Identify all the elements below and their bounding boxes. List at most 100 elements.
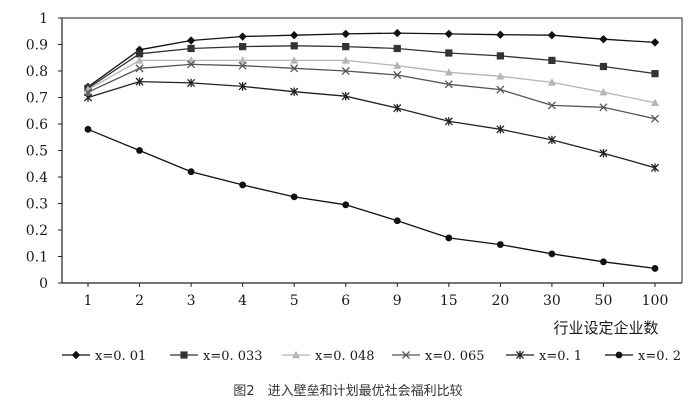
axes bbox=[58, 17, 683, 287]
data-point bbox=[135, 50, 144, 58]
x-tick-label: 50 bbox=[595, 293, 613, 309]
series-square bbox=[84, 42, 659, 92]
legend-swatch-marker bbox=[515, 350, 525, 360]
data-point bbox=[547, 135, 556, 145]
legend-label: x=0. 065 bbox=[425, 349, 485, 364]
y-tick-label: 0.4 bbox=[26, 170, 48, 186]
data-point bbox=[341, 91, 350, 101]
data-point bbox=[83, 93, 93, 102]
data-point bbox=[239, 181, 247, 189]
data-point bbox=[341, 56, 350, 64]
data-point bbox=[135, 77, 144, 86]
data-point bbox=[445, 49, 453, 57]
x-tick-label: 4 bbox=[238, 293, 247, 309]
data-point bbox=[650, 114, 660, 123]
y-tick-label: 0.2 bbox=[26, 223, 48, 239]
y-tick-label: 0.5 bbox=[26, 144, 48, 160]
data-point bbox=[599, 148, 608, 158]
data-point bbox=[599, 88, 608, 96]
legend-item: x=0. 2 bbox=[605, 349, 681, 364]
x-tick-label: 3 bbox=[187, 293, 196, 309]
data-point bbox=[599, 103, 608, 112]
data-point bbox=[186, 36, 196, 45]
x-tick-label: 30 bbox=[543, 293, 561, 309]
x-tick-label: 5 bbox=[290, 293, 299, 309]
data-point bbox=[393, 103, 402, 113]
data-point bbox=[393, 217, 401, 225]
data-point bbox=[290, 42, 298, 50]
x-tick-label: 9 bbox=[393, 293, 402, 309]
data-point bbox=[651, 98, 659, 106]
x-tick-label: 6 bbox=[341, 293, 350, 309]
data-point bbox=[187, 78, 196, 88]
legend-label: x=0. 01 bbox=[95, 349, 146, 364]
series-line bbox=[87, 59, 656, 104]
data-point bbox=[239, 43, 247, 51]
data-point bbox=[547, 31, 557, 40]
data-point bbox=[496, 72, 505, 80]
data-point bbox=[651, 70, 659, 78]
series-line bbox=[87, 80, 656, 169]
plot-area-series bbox=[83, 28, 660, 272]
x-tick-label: 1 bbox=[84, 293, 93, 309]
data-point bbox=[651, 265, 659, 272]
data-point bbox=[136, 147, 143, 154]
legend-swatch-marker bbox=[292, 350, 300, 359]
data-point bbox=[599, 62, 608, 71]
legend-label: x=0. 2 bbox=[638, 349, 681, 364]
legend-label: x=0. 1 bbox=[539, 349, 582, 364]
legend-swatch-marker bbox=[71, 350, 81, 360]
legend-label: x=0. 048 bbox=[315, 349, 375, 364]
y-tick-label: 0.9 bbox=[26, 38, 48, 54]
data-point bbox=[238, 82, 247, 91]
data-point bbox=[548, 250, 556, 258]
y-tick-label: 1 bbox=[39, 11, 48, 27]
data-point bbox=[496, 125, 505, 134]
y-tick-label: 0 bbox=[39, 276, 48, 292]
data-point bbox=[393, 61, 402, 69]
data-point bbox=[290, 56, 299, 64]
y-tick-label: 0.7 bbox=[26, 91, 48, 107]
data-point bbox=[187, 44, 195, 53]
data-point bbox=[444, 29, 454, 39]
data-point bbox=[445, 234, 453, 242]
data-point bbox=[444, 117, 453, 126]
data-point bbox=[393, 70, 402, 80]
data-point bbox=[650, 163, 660, 172]
data-point bbox=[238, 32, 247, 41]
y-tick-label: 0.6 bbox=[26, 117, 48, 133]
data-point bbox=[393, 28, 402, 38]
legend-item: x=0. 065 bbox=[392, 349, 485, 364]
series-star bbox=[83, 77, 660, 172]
legend-label: x=0. 033 bbox=[203, 349, 263, 364]
data-point bbox=[599, 35, 608, 44]
data-point bbox=[548, 56, 556, 64]
y-tick-label: 0.1 bbox=[26, 250, 48, 266]
series-triangle bbox=[84, 56, 659, 106]
legend: x=0. 01 x=0. 033 x=0. 048 x=0. 065 x=0. 1 x=0… bbox=[62, 349, 681, 364]
data-point bbox=[135, 64, 144, 73]
legend-item: x=0. 033 bbox=[170, 349, 263, 364]
data-point bbox=[341, 66, 350, 76]
x-tick-label: 100 bbox=[642, 293, 669, 309]
data-point bbox=[238, 61, 247, 70]
data-point bbox=[290, 193, 298, 201]
x-tick-label: 20 bbox=[491, 293, 509, 309]
series-line bbox=[87, 32, 656, 88]
data-point bbox=[341, 29, 350, 39]
data-point bbox=[238, 56, 247, 64]
figure-caption: 图2 进入壁垒和计划最优社会福利比较 bbox=[233, 383, 462, 399]
data-point bbox=[84, 125, 92, 133]
series-line bbox=[87, 63, 656, 120]
data-point bbox=[496, 30, 505, 39]
x-axis-title: 行业设定企业数 bbox=[553, 319, 658, 337]
x-axis-tick-labels: 1 2 3 4 5 6 9 15 20 30 50 100 bbox=[84, 293, 669, 309]
legend-swatch-marker bbox=[401, 350, 411, 360]
y-tick-label: 0.8 bbox=[26, 64, 48, 80]
data-point bbox=[650, 38, 660, 47]
series-circle bbox=[84, 125, 659, 272]
legend-item: x=0. 1 bbox=[506, 349, 582, 364]
data-point bbox=[290, 64, 299, 73]
data-point bbox=[135, 56, 144, 64]
